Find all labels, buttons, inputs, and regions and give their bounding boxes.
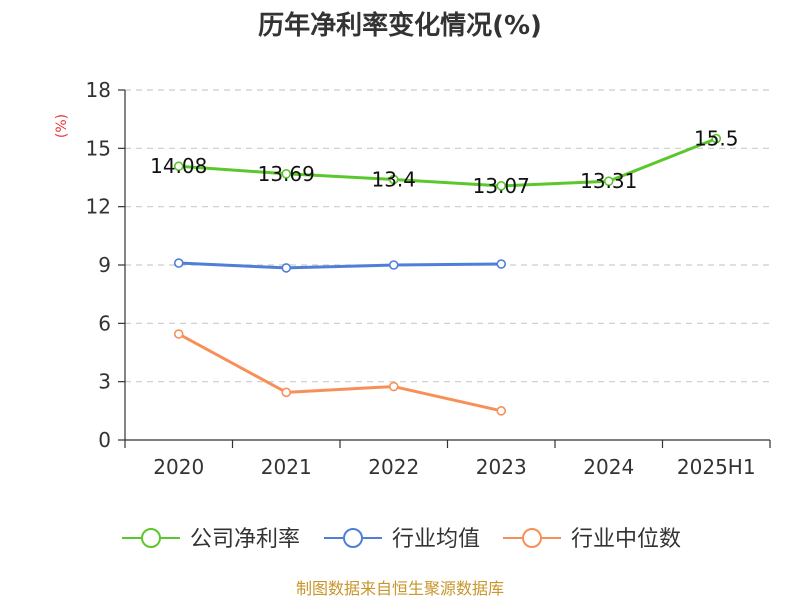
- data-label: 14.08: [150, 154, 207, 178]
- data-label: 13.07: [473, 174, 530, 198]
- y-tick-label-9: 9: [98, 253, 111, 277]
- data-label: 13.31: [580, 169, 637, 193]
- data-label: 13.69: [258, 162, 315, 186]
- data-point[interactable]: [388, 381, 399, 392]
- data-point[interactable]: [388, 260, 399, 270]
- legend-label: 公司净利率: [190, 527, 300, 552]
- x-tick-label-2025H1: 2025H1: [677, 455, 756, 479]
- data-label: 15.5: [694, 127, 739, 151]
- data-point[interactable]: [711, 133, 722, 144]
- y-tick-label-6: 6: [98, 311, 111, 335]
- data-point[interactable]: [603, 176, 614, 186]
- data-point[interactable]: [281, 387, 292, 398]
- legend-swatch-marker: [343, 528, 363, 548]
- legend-label: 行业均值: [392, 527, 480, 552]
- data-point[interactable]: [281, 169, 292, 179]
- x-tick-label-2021: 2021: [261, 455, 312, 479]
- data-label: 13.4: [371, 167, 416, 191]
- chart-title: 历年净利率变化情况(%): [258, 10, 542, 41]
- series-line-1: [177, 261, 503, 270]
- legend-swatch-marker: [522, 528, 542, 548]
- data-point[interactable]: [496, 181, 507, 191]
- data-labels: 14.08 13.69 13.4 13.07 13.31 15.5: [150, 127, 738, 198]
- x-tick-label-2023: 2023: [476, 455, 527, 479]
- legend-label: 行业中位数: [571, 527, 681, 552]
- y-tick-label-15: 15: [86, 136, 111, 160]
- data-point[interactable]: [281, 263, 292, 273]
- data-point[interactable]: [496, 259, 507, 269]
- x-tick-label-2020: 2020: [153, 455, 204, 479]
- y-tick-label-18: 18: [86, 78, 111, 102]
- data-point[interactable]: [388, 174, 399, 185]
- data-point[interactable]: [173, 161, 184, 172]
- data-point[interactable]: [173, 258, 184, 268]
- data-point[interactable]: [496, 406, 507, 416]
- legend-item-2[interactable]: 行业中位数: [503, 527, 681, 552]
- data-point[interactable]: [173, 329, 184, 339]
- legend-item-1[interactable]: 行业均值: [324, 527, 480, 552]
- series-line-0: [177, 137, 718, 188]
- series-line-2: [177, 332, 503, 413]
- y-axis-label: (%): [54, 114, 70, 138]
- legend-swatch-marker: [141, 528, 161, 548]
- legend[interactable]: 公司净利率 行业均值 行业中位数: [122, 527, 681, 552]
- legend-item-0[interactable]: 公司净利率: [122, 527, 300, 552]
- source-note: 制图数据来自恒生聚源数据库: [296, 579, 504, 598]
- series-group: [173, 133, 722, 416]
- y-tick-label-12: 12: [86, 195, 111, 219]
- x-tick-label-2022: 2022: [368, 455, 419, 479]
- x-tick-label-2024: 2024: [583, 455, 634, 479]
- y-tick-label-3: 3: [98, 370, 111, 394]
- grid-lines: [125, 89, 770, 383]
- axes: 0 3 6 9 12 15 18 2020 2021 2022 2023 2024 2025H1: [86, 78, 771, 479]
- y-tick-label-0: 0: [98, 428, 111, 452]
